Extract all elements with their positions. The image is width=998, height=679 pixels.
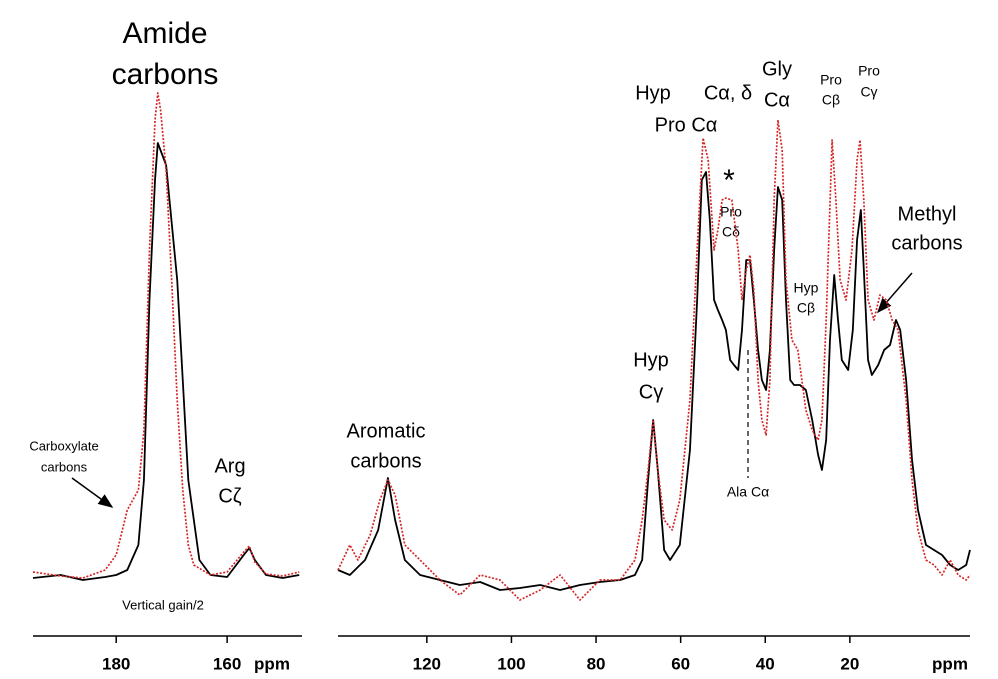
annotation: Cγ (639, 381, 663, 403)
annotation: carbons (350, 450, 421, 472)
x-tick-label: 80 (587, 654, 606, 673)
x-axis-label: ppm (932, 654, 968, 673)
x-tick-label: 180 (102, 654, 130, 673)
annotation: Cβ (797, 300, 815, 316)
x-tick-label: 20 (840, 654, 859, 673)
annotation: Cγ (860, 84, 877, 100)
annotation: Pro (820, 72, 842, 88)
annotation: Pro Cα (655, 114, 718, 136)
annotation: Pro (858, 63, 880, 79)
arrow (71, 477, 114, 508)
annotation: carbons (112, 58, 219, 91)
annotation: Hyp (633, 349, 669, 371)
x-tick-label: 120 (413, 654, 441, 673)
annotation: Cζ (218, 485, 241, 507)
annotation: Carboxylate (29, 438, 98, 453)
spectrum-line (32, 92, 300, 579)
annotation: Pro (720, 204, 742, 220)
x-axis-label: ppm (254, 654, 290, 673)
annotation: Arg (214, 455, 245, 477)
annotation: Vertical gain/2 (122, 597, 204, 612)
annotation: Hyp (635, 82, 671, 104)
annotation: * (723, 164, 735, 197)
annotation: carbons (891, 232, 962, 254)
x-tick-label: 60 (671, 654, 690, 673)
x-tick-label: 40 (756, 654, 775, 673)
annotation: carbons (41, 459, 88, 474)
annotation: Ala Cα (727, 484, 769, 500)
spectrum-line (32, 142, 300, 581)
x-tick-label: 160 (213, 654, 241, 673)
annotation: Cα, δ (704, 82, 752, 104)
annotation: Cβ (822, 92, 840, 108)
annotation: Cα (764, 89, 790, 111)
annotation: Gly (762, 58, 792, 80)
annotation: Hyp (794, 280, 819, 296)
arrow (877, 272, 913, 314)
annotation: Methyl (898, 203, 957, 225)
x-tick-label: 100 (497, 654, 525, 673)
spectrum-line (337, 119, 971, 601)
annotation: Amide (122, 17, 207, 50)
annotation: Cδ (722, 224, 740, 240)
annotation: Aromatic (347, 420, 426, 442)
